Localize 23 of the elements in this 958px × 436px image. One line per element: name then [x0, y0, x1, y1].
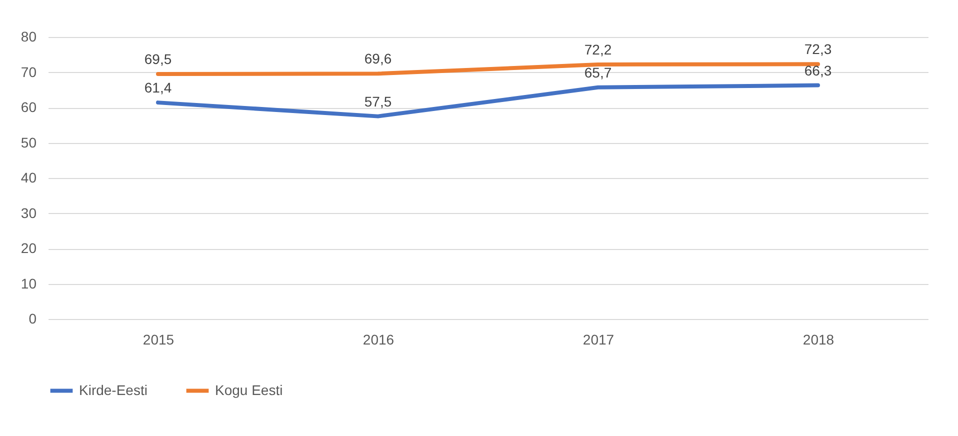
y-tick-label: 80: [20, 28, 37, 44]
data-label: 57,5: [364, 93, 392, 110]
y-tick-label: 40: [20, 170, 37, 186]
x-tick-label: 2016: [362, 332, 394, 348]
y-tick-label: 60: [20, 99, 37, 115]
data-label: 72,2: [584, 41, 612, 58]
y-tick-label: 20: [20, 240, 37, 256]
data-label: 61,4: [144, 80, 172, 96]
data-label: 66,3: [804, 62, 832, 78]
y-tick-label: 10: [20, 275, 37, 292]
x-tick-label: 2018: [802, 332, 834, 348]
x-tick-label: 2017: [582, 332, 614, 348]
data-label: 65,7: [584, 64, 612, 80]
data-label: 72,3: [804, 41, 832, 58]
legend-label: Kirde-Eesti: [79, 382, 148, 398]
legend-label: Kogu Eesti: [215, 382, 283, 398]
data-label: 69,5: [144, 51, 172, 68]
y-tick-label: 70: [20, 64, 37, 80]
data-label: 69,6: [364, 50, 392, 67]
y-tick-label: 30: [20, 204, 37, 221]
x-tick-label: 2015: [142, 332, 174, 348]
y-tick-label: 0: [28, 310, 37, 326]
y-tick-label: 50: [20, 134, 37, 150]
